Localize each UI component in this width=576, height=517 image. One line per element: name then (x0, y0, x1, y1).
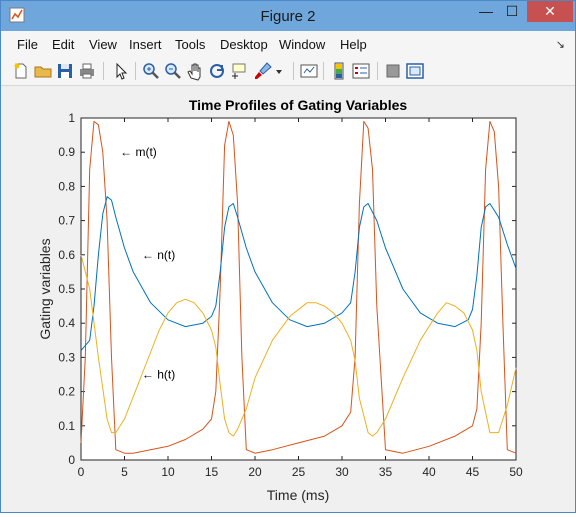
axis-ticks: 0 5 10 15 20 25 30 35 40 45 50 0 0.1 0.2 0.3 0.4 0.5 0.6 0… (58, 111, 523, 479)
x-axis-label: Time (ms) (267, 487, 329, 503)
y-tick-label: 0.4 (58, 316, 75, 330)
zoom-in-icon[interactable] (141, 61, 161, 81)
menu-window[interactable]: Window (279, 37, 326, 52)
chart-title: Time Profiles of Gating Variables (189, 97, 408, 113)
matlab-figure-icon (9, 7, 25, 23)
y-tick-label: 1 (68, 111, 75, 125)
menu-insert[interactable]: Insert (129, 37, 162, 52)
link-plot-icon[interactable] (299, 61, 319, 81)
save-icon[interactable] (55, 61, 75, 81)
x-tick-label: 5 (121, 465, 128, 479)
title-bar[interactable]: Figure 2 — ☐ ✕ (1, 1, 575, 31)
x-tick-label: 0 (78, 465, 85, 479)
brush-icon[interactable] (253, 61, 273, 81)
pan-hand-icon[interactable] (185, 61, 205, 81)
toolbar-separator (103, 62, 104, 80)
x-tick-label: 40 (422, 465, 436, 479)
x-tick-label: 20 (248, 465, 262, 479)
window-title: Figure 2 (260, 8, 316, 25)
x-tick-label: 35 (379, 465, 393, 479)
print-icon[interactable] (77, 61, 97, 81)
figure-toolbar (1, 57, 575, 86)
zoom-out-icon[interactable] (163, 61, 183, 81)
toolbar-separator (135, 62, 136, 80)
x-tick-label: 15 (205, 465, 219, 479)
maximize-button[interactable]: ☐ (505, 3, 519, 19)
data-cursor-icon[interactable] (229, 61, 249, 81)
toolbar-separator (323, 62, 324, 80)
menu-edit[interactable]: Edit (52, 37, 75, 52)
edit-plot-arrow-icon[interactable] (111, 61, 131, 81)
x-tick-label: 30 (335, 465, 349, 479)
show-plot-tools-icon[interactable] (405, 61, 425, 81)
insert-legend-icon[interactable] (351, 61, 371, 81)
y-tick-label: 0.5 (58, 282, 75, 296)
hide-plot-tools-icon[interactable] (383, 61, 403, 81)
menu-tools[interactable]: Tools (175, 37, 206, 52)
x-tick-label: 45 (466, 465, 480, 479)
brush-dropdown-icon[interactable] (273, 61, 285, 81)
plot-svg[interactable]: Time Profiles of Gating Variables Time (… (1, 86, 575, 512)
open-file-icon[interactable] (33, 61, 53, 81)
menu-desktop[interactable]: Desktop (220, 37, 268, 52)
figure-canvas: Time Profiles of Gating Variables Time (… (1, 86, 575, 512)
y-tick-label: 0.3 (58, 350, 75, 364)
menu-help[interactable]: Help (340, 37, 367, 52)
series-line-nt (80, 196, 517, 351)
y-tick-label: 0.6 (58, 248, 75, 262)
menu-file[interactable]: File (17, 37, 38, 52)
y-tick-label: 0.2 (58, 385, 75, 399)
annotation-label: ← h(t) (142, 368, 175, 382)
y-tick-label: 0.9 (58, 145, 75, 159)
close-button[interactable]: ✕ (527, 1, 573, 22)
y-axis-label: Gating variables (37, 238, 53, 339)
rotate-3d-icon[interactable] (207, 61, 227, 81)
annotation-label: ← m(t) (120, 145, 157, 159)
y-tick-label: 0.1 (58, 419, 75, 433)
series-lines (80, 120, 517, 454)
series-line-ht (80, 254, 517, 437)
annotation-label: ← n(t) (142, 248, 175, 262)
series-line-mt (80, 120, 517, 454)
insert-colorbar-icon[interactable] (329, 61, 349, 81)
menu-view[interactable]: View (89, 37, 117, 52)
y-tick-label: 0.7 (58, 214, 75, 228)
menu-bar: File Edit View Insert Tools Desktop Wind… (1, 31, 575, 57)
y-tick-label: 0 (68, 453, 75, 467)
minimize-button[interactable]: — (479, 3, 493, 19)
axes-box (80, 117, 517, 461)
x-tick-label: 10 (161, 465, 175, 479)
x-tick-label: 50 (509, 465, 523, 479)
dock-arrow-icon[interactable]: ↘ (555, 39, 565, 51)
toolbar-separator (293, 62, 294, 80)
new-figure-icon[interactable] (11, 61, 31, 81)
x-tick-label: 25 (292, 465, 306, 479)
toolbar-separator (377, 62, 378, 80)
y-tick-label: 0.8 (58, 179, 75, 193)
annotations: ← m(t) ← n(t) ← h(t) (120, 145, 175, 381)
